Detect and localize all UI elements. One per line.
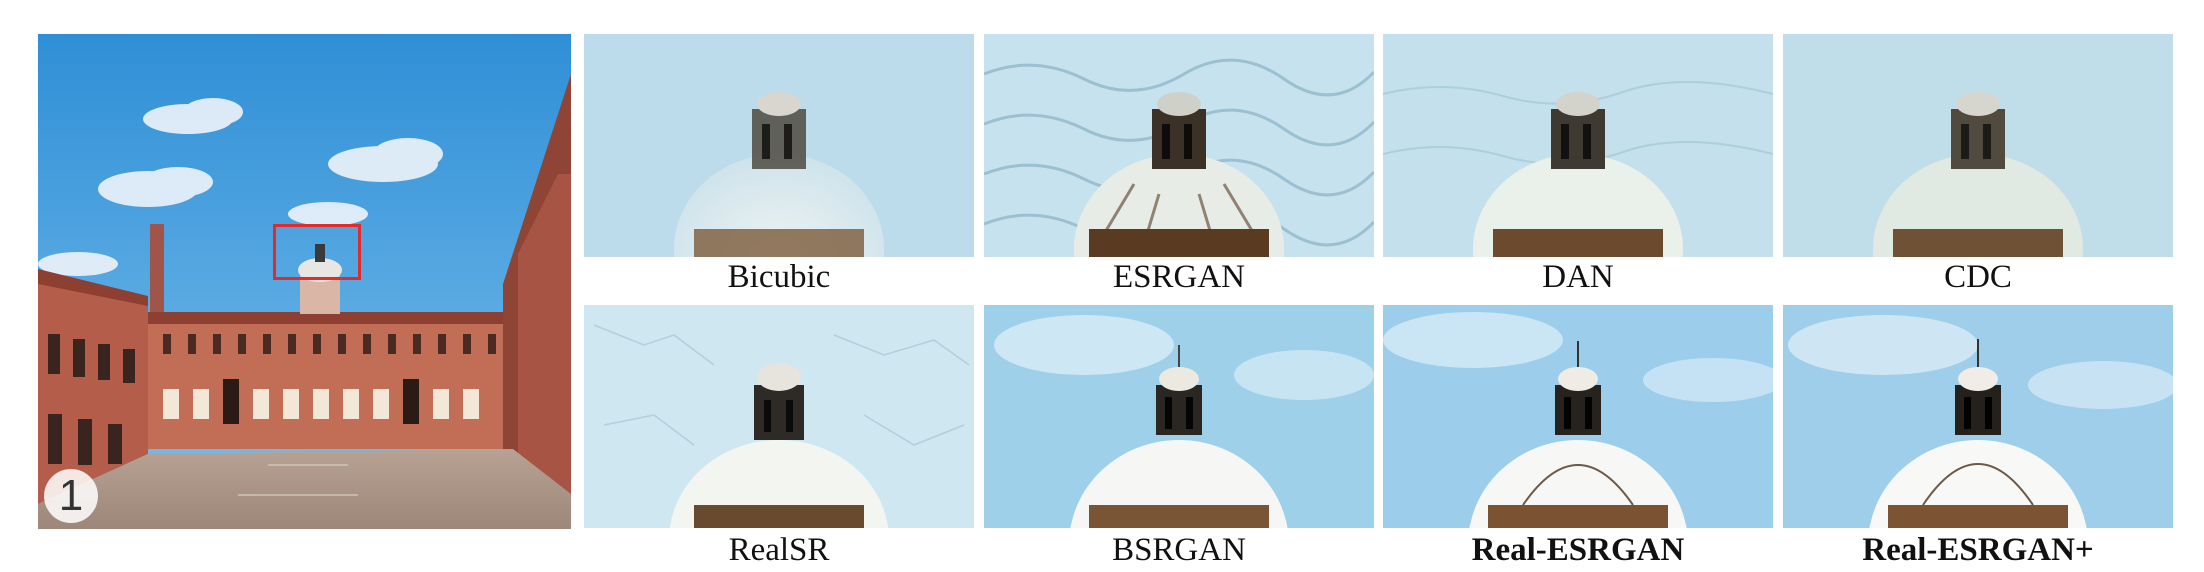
caption-dan: DAN — [1542, 259, 1614, 295]
caption-cdc: CDC — [1944, 259, 2012, 295]
zoom-region-box — [273, 224, 361, 280]
crop-dan — [1383, 34, 1773, 257]
caption-bicubic: Bicubic — [727, 259, 831, 295]
overview-image: 1 — [38, 34, 571, 529]
image-index-badge: 1 — [44, 469, 98, 523]
crop-real-esrgan — [1383, 305, 1773, 528]
crop-bicubic — [584, 34, 974, 257]
crop-bsrgan — [984, 305, 1374, 528]
caption-real-esrgan: Real-ESRGAN — [1471, 532, 1685, 568]
crop-cdc — [1783, 34, 2173, 257]
caption-real-esrgan-plus: Real-ESRGAN+ — [1862, 532, 2094, 568]
crop-realsr — [584, 305, 974, 528]
crop-esrgan — [984, 34, 1374, 257]
caption-realsr: RealSR — [728, 532, 830, 568]
caption-bsrgan: BSRGAN — [1112, 532, 1246, 568]
caption-esrgan: ESRGAN — [1112, 259, 1246, 295]
crop-real-esrgan-plus — [1783, 305, 2173, 528]
